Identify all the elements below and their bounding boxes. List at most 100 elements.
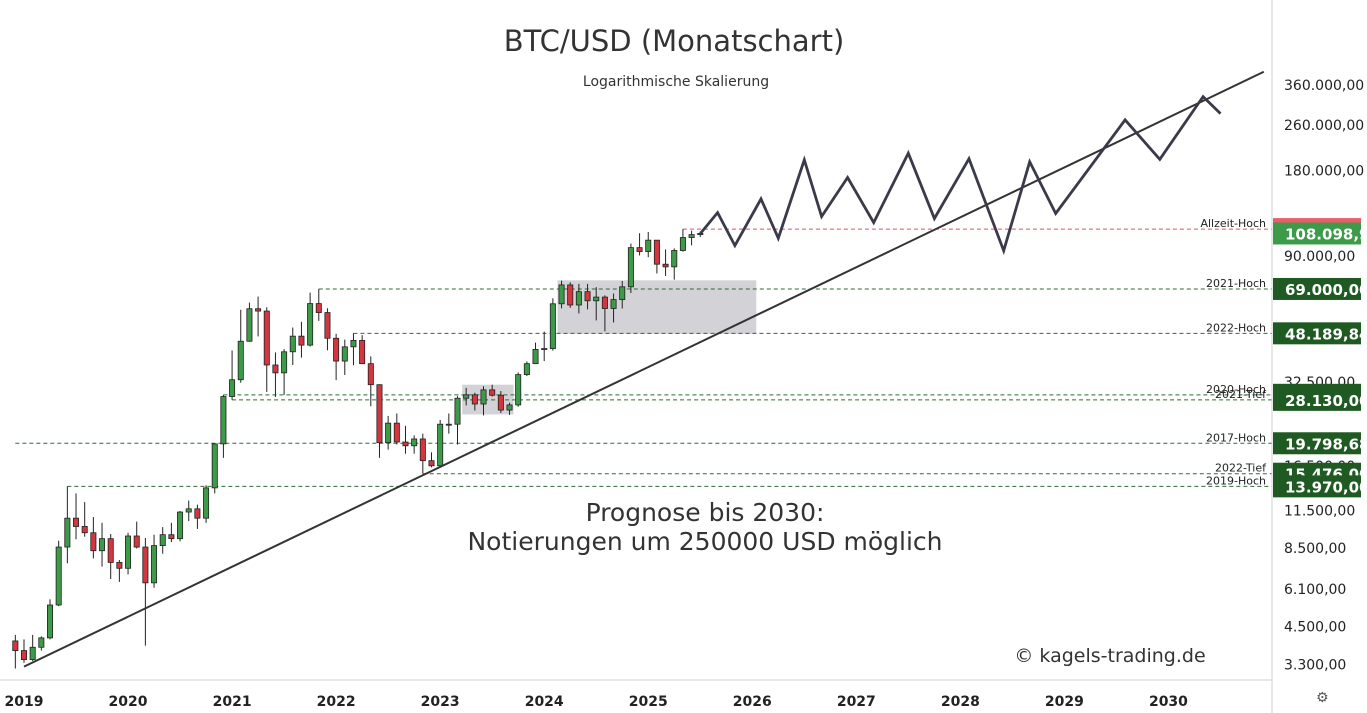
candle: [324, 308, 331, 351]
candle-body: [125, 535, 132, 569]
candle-body: [324, 312, 331, 339]
candle: [263, 307, 270, 392]
candle-body: [298, 335, 305, 346]
candle: [454, 396, 461, 445]
candle: [350, 333, 357, 366]
gear-icon[interactable]: ⚙: [1316, 690, 1329, 706]
candle: [411, 435, 418, 454]
candle: [246, 302, 253, 342]
candle: [125, 532, 132, 575]
candle: [393, 413, 400, 445]
x-tick-label: 2026: [733, 694, 772, 710]
candle-body: [411, 438, 418, 447]
candle-body: [177, 511, 184, 540]
candle: [177, 510, 184, 542]
forecast-note: Prognose bis 2030: Notierungen um 250000…: [420, 498, 990, 556]
candle: [55, 540, 62, 607]
candle: [99, 522, 106, 567]
candle-body: [194, 508, 201, 519]
candle: [116, 559, 123, 582]
y-tick-label: 11.500,00: [1284, 503, 1355, 519]
candle: [107, 534, 114, 580]
candle: [229, 350, 236, 400]
candle-body: [220, 396, 227, 445]
projection-path: [699, 94, 1222, 256]
candle: [610, 293, 617, 323]
candle-body: [133, 535, 140, 548]
candle: [385, 415, 392, 450]
candle: [307, 292, 314, 347]
candle-body: [185, 508, 192, 513]
candle: [38, 636, 45, 651]
candle: [662, 249, 669, 277]
candle: [168, 522, 175, 543]
candle: [142, 537, 149, 646]
candle: [367, 356, 374, 407]
candle: [549, 298, 556, 351]
price-label-box: [1273, 432, 1361, 455]
candle-body: [81, 526, 88, 534]
y-tick-label: 8.500,00: [1284, 541, 1346, 557]
candle: [341, 339, 348, 375]
candle-body: [203, 487, 210, 519]
price-label-value: 48.189,84: [1285, 325, 1367, 343]
price-label-value: 69.000,00: [1285, 281, 1367, 299]
candle: [237, 309, 244, 383]
level-name-label: 2021-Tief: [1215, 388, 1267, 401]
candle-body: [489, 389, 496, 396]
x-tick-label: 2030: [1149, 694, 1188, 710]
forecast-note-line-2: Notierungen um 250000 USD möglich: [467, 527, 943, 556]
candle-body: [549, 303, 556, 349]
candle-body: [289, 335, 296, 353]
candle: [480, 386, 487, 416]
candle: [281, 349, 288, 395]
candle: [255, 296, 262, 337]
candle: [20, 639, 27, 663]
candle-body: [662, 263, 669, 268]
candle-body: [636, 247, 643, 252]
candle-body: [567, 284, 574, 306]
candle: [12, 634, 19, 669]
candle: [376, 384, 383, 458]
copyright-text: © kagels-trading.de: [1014, 645, 1206, 667]
candle-body: [55, 546, 62, 606]
candle: [515, 372, 522, 407]
candle-body: [159, 534, 166, 547]
candle-body: [116, 562, 123, 569]
candle-body: [506, 404, 513, 411]
level-name-label: 2017-Hoch: [1206, 431, 1266, 444]
x-tick-label: 2022: [317, 694, 356, 710]
candle-body: [20, 650, 27, 660]
candle: [220, 394, 227, 458]
candle-body: [541, 348, 548, 350]
candle: [428, 452, 435, 468]
candle: [159, 527, 166, 554]
candle-body: [463, 394, 470, 399]
candle-body: [688, 234, 695, 238]
level-name-label: 2020-Hoch: [1206, 383, 1266, 396]
level-name-label: 2022-Tief: [1215, 462, 1267, 475]
candle-body: [584, 291, 591, 302]
candle-body: [610, 299, 617, 309]
candle-body: [246, 308, 253, 342]
price-label-box: [1273, 388, 1361, 411]
candle: [506, 402, 513, 415]
candle: [402, 425, 409, 454]
candle: [90, 517, 97, 559]
candle: [558, 280, 565, 309]
price-label-value: 19.798,68: [1285, 435, 1367, 453]
candle-body: [593, 296, 600, 302]
candle-body: [645, 239, 652, 252]
candle-body: [359, 340, 366, 365]
x-tick-label: 2024: [525, 694, 564, 710]
y-tick-label: 260.000,00: [1284, 118, 1364, 134]
x-tick-label: 2020: [109, 694, 148, 710]
chart-subtitle: Logarithmische Skalierung: [582, 74, 770, 90]
candle-body: [471, 394, 478, 405]
candle: [541, 331, 548, 362]
candle-body: [601, 296, 608, 309]
candle: [289, 327, 296, 365]
candle: [81, 502, 88, 537]
candle: [593, 287, 600, 321]
